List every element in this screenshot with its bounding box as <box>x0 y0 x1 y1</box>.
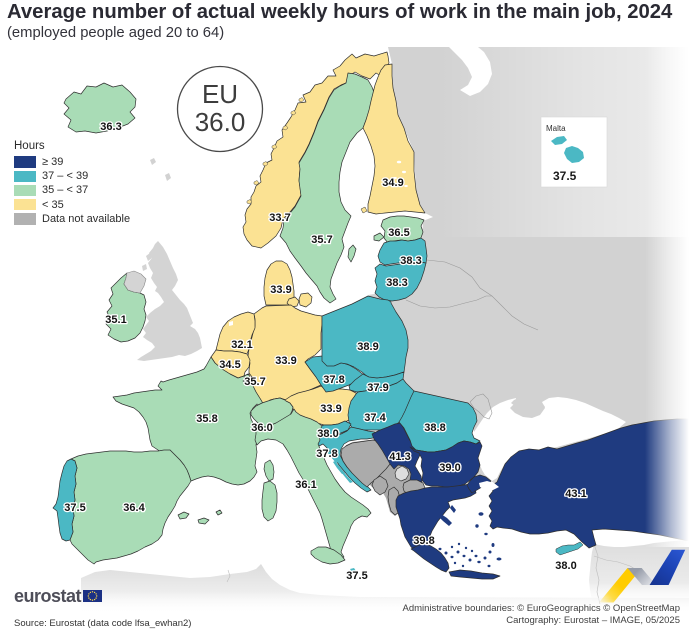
svg-text:39.0: 39.0 <box>439 462 460 474</box>
svg-text:37.8: 37.8 <box>316 448 337 460</box>
svg-text:37.5: 37.5 <box>64 502 85 514</box>
svg-text:37.4: 37.4 <box>364 412 386 424</box>
svg-text:32.1: 32.1 <box>231 339 252 351</box>
svg-text:34.5: 34.5 <box>219 359 240 371</box>
svg-text:33.9: 33.9 <box>320 403 341 415</box>
svg-text:41.3: 41.3 <box>389 451 410 463</box>
svg-text:35.1: 35.1 <box>105 314 126 326</box>
svg-text:43.1: 43.1 <box>565 488 586 500</box>
svg-text:36.1: 36.1 <box>295 479 316 491</box>
svg-text:38.8: 38.8 <box>424 422 445 434</box>
svg-text:38.3: 38.3 <box>400 255 421 267</box>
svg-text:38.9: 38.9 <box>357 341 378 353</box>
svg-text:36.5: 36.5 <box>388 227 409 239</box>
svg-text:36.0: 36.0 <box>195 107 246 137</box>
svg-text:37.5: 37.5 <box>346 570 367 582</box>
svg-text:36.3: 36.3 <box>100 121 121 133</box>
svg-text:35.8: 35.8 <box>196 413 217 425</box>
svg-text:34.9: 34.9 <box>382 177 403 189</box>
svg-text:39.8: 39.8 <box>413 535 434 547</box>
svg-text:35.7: 35.7 <box>311 234 332 246</box>
svg-text:Malta: Malta <box>546 124 566 133</box>
svg-text:38.3: 38.3 <box>386 277 407 289</box>
svg-text:37.8: 37.8 <box>323 374 344 386</box>
svg-text:33.7: 33.7 <box>269 212 290 224</box>
svg-text:36.4: 36.4 <box>123 502 145 514</box>
svg-text:38.0: 38.0 <box>317 428 338 440</box>
svg-text:35.7: 35.7 <box>244 376 265 388</box>
svg-text:EU: EU <box>202 79 238 109</box>
svg-text:36.0: 36.0 <box>251 422 272 434</box>
svg-text:33.9: 33.9 <box>270 284 291 296</box>
svg-text:37.9: 37.9 <box>367 382 388 394</box>
svg-text:37.5: 37.5 <box>553 169 577 183</box>
svg-text:33.9: 33.9 <box>275 355 296 367</box>
svg-text:38.0: 38.0 <box>555 560 576 572</box>
